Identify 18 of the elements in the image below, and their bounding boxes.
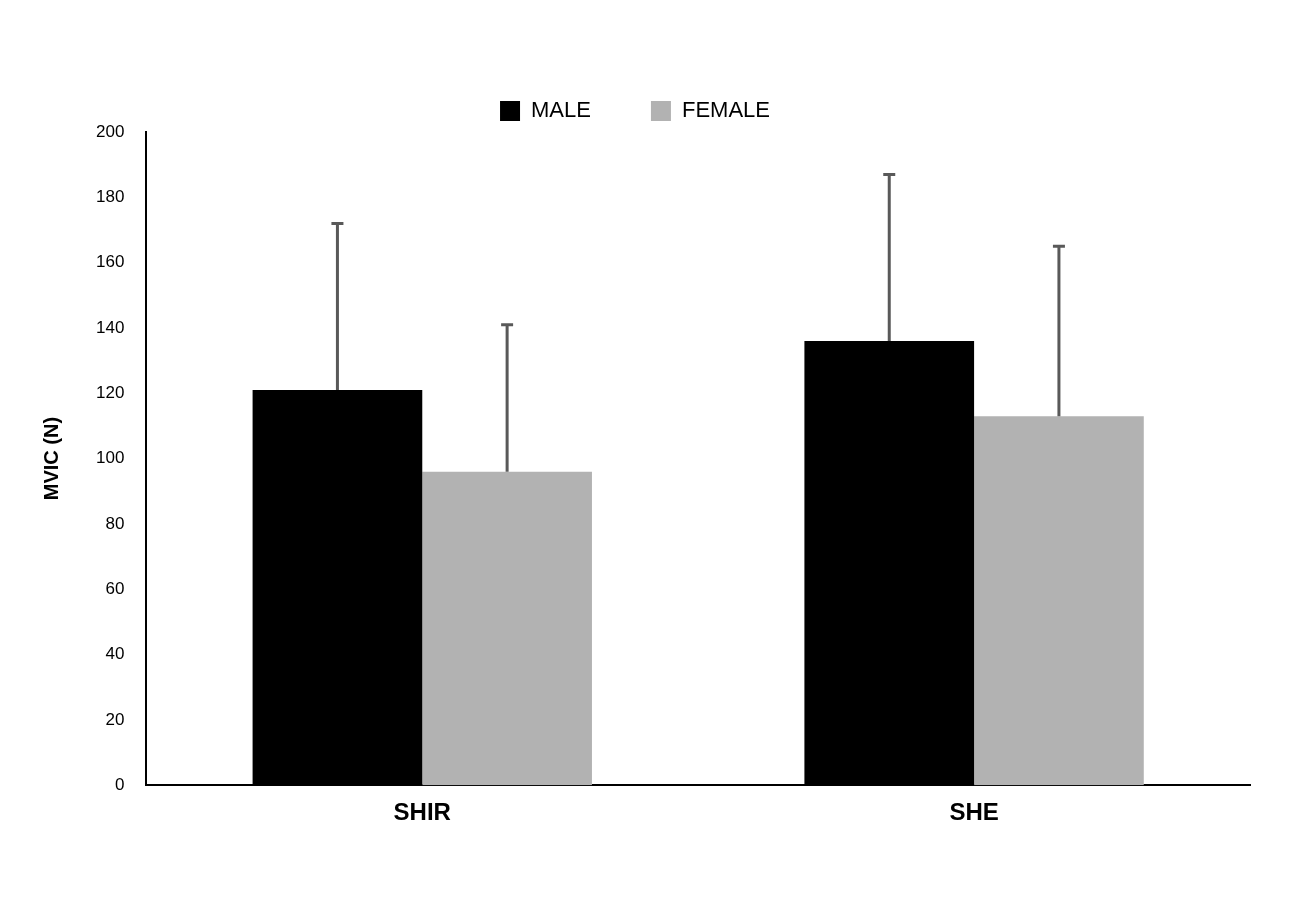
y-tick-label: 20	[105, 709, 125, 729]
y-tick-label: 140	[95, 317, 125, 337]
y-tick-label: 160	[95, 252, 125, 272]
legend-label: MALE	[531, 97, 591, 123]
x-tick-label: SHIR	[393, 798, 451, 826]
y-tick-label: 120	[95, 382, 125, 402]
y-tick-label: 200	[95, 121, 125, 141]
y-tick-label: 60	[105, 578, 125, 598]
bar	[974, 416, 1144, 786]
y-axis-title: MVIC (N)	[39, 416, 62, 501]
legend-label: FEMALE	[681, 97, 770, 123]
x-tick-label: SHE	[949, 798, 999, 826]
y-tick-label: 100	[95, 448, 125, 468]
y-tick-label: 80	[105, 513, 125, 533]
y-tick-label: 40	[105, 644, 125, 664]
y-tick-label: 0	[114, 774, 125, 794]
bar	[422, 471, 592, 786]
y-tick-label: 180	[95, 187, 125, 207]
